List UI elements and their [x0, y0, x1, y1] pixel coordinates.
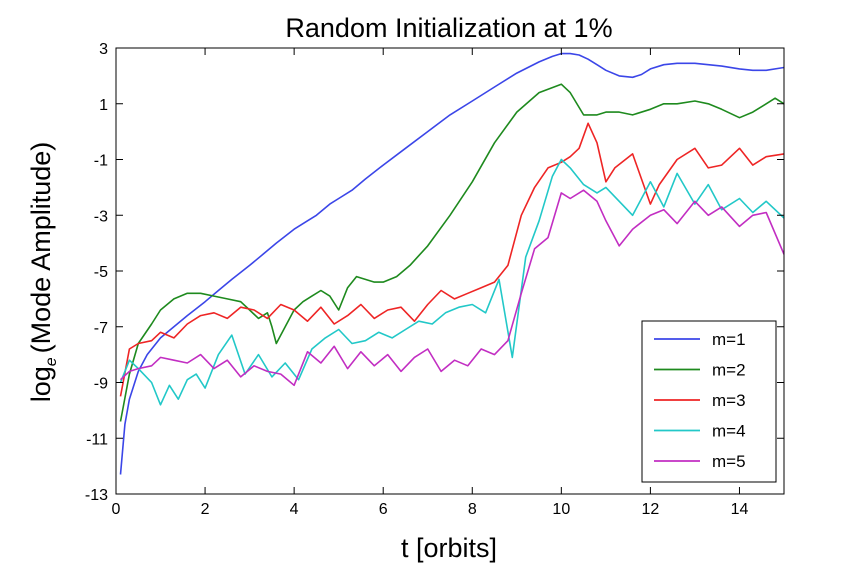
- legend-label-m=5: m=5: [712, 452, 746, 471]
- y-axis-label: loge (Mode Amplitude): [26, 142, 60, 403]
- y-tick-label: 3: [99, 41, 108, 58]
- x-tick-label: 0: [112, 501, 121, 518]
- plot-area: 0 2 4 6 8 10 12 14 3 1 -1 -3 -5 -7 -9 -11 -13: [85, 41, 785, 518]
- series-line-m=5: [119, 189, 784, 387]
- y-axis-label-rest: (Mode Amplitude): [26, 142, 56, 354]
- y-axis-label-main: log: [26, 366, 56, 402]
- series-group: [119, 52, 784, 475]
- legend-label-m=4: m=4: [712, 422, 746, 441]
- x-tick-label: 6: [379, 501, 388, 518]
- y-tick-label: -1: [94, 153, 108, 170]
- series-line-m=3: [119, 122, 784, 397]
- x-tick-label: 12: [642, 501, 660, 518]
- y-tick-label: -9: [94, 376, 108, 393]
- x-axis-label: t [orbits]: [401, 533, 497, 563]
- y-axis-label-sub: e: [43, 357, 60, 366]
- x-tick-label: 4: [290, 501, 299, 518]
- y-tick-label: -5: [94, 264, 108, 281]
- svg-text:loge(Mode Amplitude): loge (Mode Amplitude): [26, 142, 60, 403]
- chart-title: Random Initialization at 1%: [285, 13, 612, 43]
- legend-label-m=1: m=1: [712, 330, 746, 349]
- legend-label-m=3: m=3: [712, 391, 746, 410]
- y-tick-label: -11: [86, 431, 108, 448]
- legend: m=1 m=2 m=3 m=4 m=5: [641, 320, 777, 483]
- y-tick-label: 1: [99, 97, 108, 114]
- series-line-m=1: [119, 52, 784, 475]
- x-tick-label: 14: [731, 501, 749, 518]
- x-tick-label: 2: [201, 501, 210, 518]
- y-tick-label: -7: [94, 320, 108, 337]
- x-tick-label: 8: [468, 501, 477, 518]
- series-line-m=2: [119, 83, 784, 422]
- series-line-m=4: [119, 158, 784, 406]
- x-tick-label: 10: [552, 501, 570, 518]
- y-tick-label: -13: [85, 487, 108, 504]
- legend-label-m=2: m=2: [712, 361, 746, 380]
- y-tick-label: -3: [94, 208, 108, 225]
- legend-box: [641, 320, 777, 483]
